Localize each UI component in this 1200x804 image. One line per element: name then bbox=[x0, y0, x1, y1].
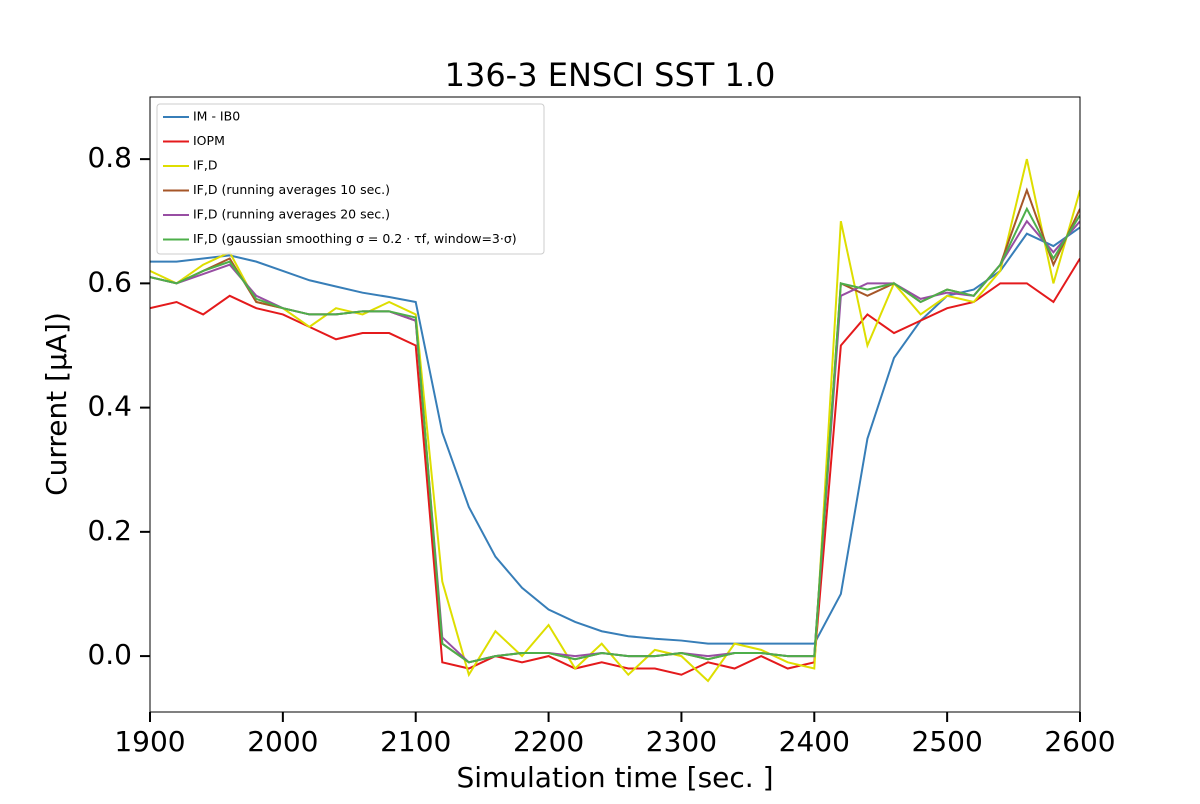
series-line bbox=[150, 257, 1080, 676]
y-tick-label: 0.2 bbox=[87, 514, 132, 547]
x-tick-label: 2500 bbox=[912, 725, 983, 758]
y-tick-label: 0.4 bbox=[87, 390, 132, 423]
legend-box bbox=[156, 103, 545, 255]
series-line bbox=[150, 219, 1080, 664]
series-line bbox=[150, 226, 1080, 645]
legend-label: IM - IB0 bbox=[193, 109, 240, 124]
y-axis-label: Current [μA]) bbox=[40, 312, 73, 496]
series-line bbox=[150, 206, 1080, 664]
x-tick-label: 1900 bbox=[114, 725, 185, 758]
x-tick-label: 2000 bbox=[247, 725, 318, 758]
x-tick-label: 2600 bbox=[1044, 725, 1115, 758]
legend-label: IOPM bbox=[193, 133, 225, 148]
x-tick-label: 2200 bbox=[513, 725, 584, 758]
y-tick-label: 0.8 bbox=[87, 141, 132, 174]
y-tick-label: 0.0 bbox=[87, 638, 132, 671]
legend-label: IF,D bbox=[193, 158, 217, 173]
series-line bbox=[150, 187, 1080, 664]
x-tick-label: 2100 bbox=[380, 725, 451, 758]
legend-label: IF,D (running averages 20 sec.) bbox=[193, 207, 390, 222]
legend-label: IF,D (running averages 10 sec.) bbox=[193, 182, 390, 197]
x-tick-label: 2300 bbox=[646, 725, 717, 758]
x-tick-label: 2400 bbox=[779, 725, 850, 758]
chart-title: 136-3 ENSCI SST 1.0 bbox=[445, 56, 776, 94]
x-axis-label: Simulation time [sec. ] bbox=[456, 761, 773, 794]
plot-frame bbox=[149, 96, 1081, 713]
legend-label: IF,D (gaussian smoothing σ = 0.2 · τf, w… bbox=[193, 231, 517, 246]
y-tick-label: 0.6 bbox=[87, 265, 132, 298]
series-line bbox=[150, 158, 1080, 683]
